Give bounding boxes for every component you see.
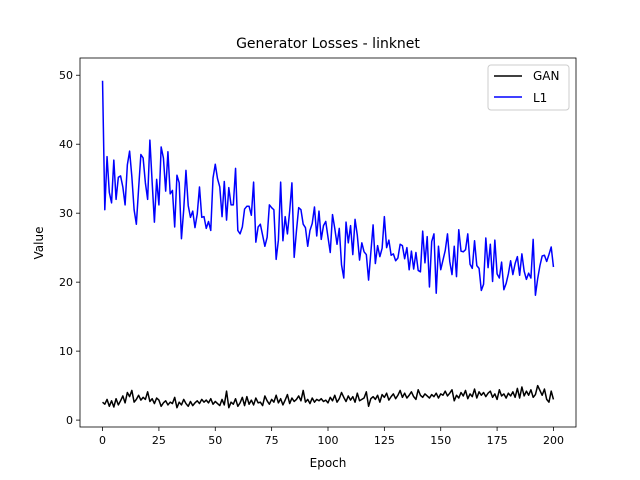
x-tick-label: 175: [487, 434, 508, 447]
x-tick-label: 150: [430, 434, 451, 447]
x-axis-label: Epoch: [310, 456, 347, 470]
x-tick-label: 75: [265, 434, 279, 447]
x-tick-label: 25: [152, 434, 166, 447]
x-tick-label: 125: [374, 434, 395, 447]
legend: GAN L1: [487, 64, 570, 111]
y-tick-label: 50: [59, 69, 73, 82]
y-tick-label: 30: [59, 207, 73, 220]
x-tick-label: 100: [318, 434, 339, 447]
x-tick-label: 50: [208, 434, 222, 447]
series-layer: [101, 80, 555, 409]
y-tick-label: 20: [59, 276, 73, 289]
axes-layer: 0 25 50 75 100 125 150 175 200 0 10 20 30 40 50: [59, 57, 577, 447]
x-tick-label: 0: [99, 434, 106, 447]
y-axis-label: Value: [32, 227, 46, 260]
y-tick-label: 40: [59, 138, 73, 151]
series-line-l1: [101, 80, 555, 297]
legend-label-l1: L1: [533, 91, 547, 105]
chart-title: Generator Losses - linknet: [236, 36, 420, 52]
y-tick-label: 0: [66, 414, 73, 427]
series-line-gan: [102, 384, 555, 409]
legend-label-gan: GAN: [533, 69, 559, 83]
x-tick-label: 200: [543, 434, 564, 447]
y-tick-label: 10: [59, 345, 73, 358]
